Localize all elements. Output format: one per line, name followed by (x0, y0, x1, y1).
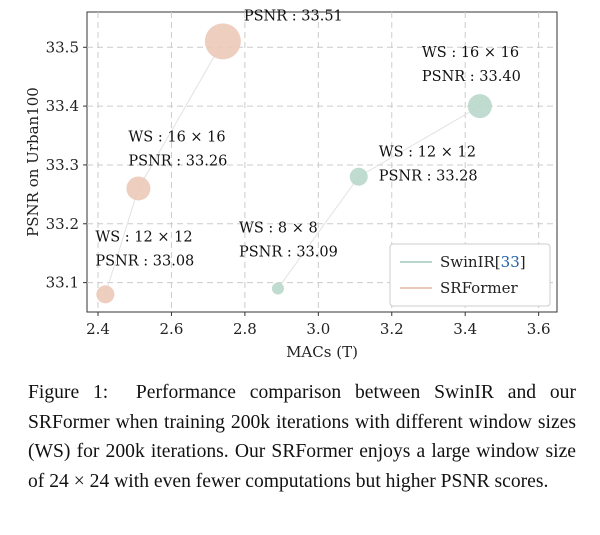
data-point (349, 167, 368, 186)
point-annotation-psnr: PSNR : 33.08 (95, 253, 194, 269)
legend-entry: SRFormer (440, 279, 518, 297)
caption-text: Performance comparison between SwinIR an… (28, 382, 577, 492)
point-annotation-ws: WS : 16 × 16 (128, 129, 225, 145)
x-tick-label: 3.2 (380, 320, 404, 338)
x-tick-label: 3.0 (306, 320, 330, 338)
data-point (96, 285, 115, 304)
point-annotation-ws: WS : 12 × 12 (95, 229, 192, 245)
point-annotation-ws: WS : 16 × 16 (422, 45, 519, 61)
x-tick-label: 3.4 (453, 320, 477, 338)
y-tick-label: 33.2 (46, 215, 79, 233)
x-tick-label: 2.8 (233, 320, 257, 338)
legend-box (389, 243, 551, 307)
x-tick-label: 2.6 (160, 320, 184, 338)
x-axis-label: MACs (T) (286, 343, 358, 361)
point-annotation-psnr: PSNR : 33.40 (422, 69, 521, 85)
chart-figure: 2.4 2.6 2.8 3.0 3.2 3.4 3.6 33.1 33.2 33.3 33.4 33.… (24, 0, 558, 361)
y-tick-label: 33.1 (46, 274, 79, 292)
data-point (126, 176, 151, 201)
data-point (467, 94, 492, 119)
figure-caption: Figure 1: Performance comparison between… (28, 378, 576, 496)
x-tick-label: 3.6 (527, 320, 551, 338)
point-annotation-psnr: PSNR : 33.09 (239, 244, 338, 260)
x-tick-label: 2.4 (86, 320, 110, 338)
scatter-chart: 2.4 2.6 2.8 3.0 3.2 3.4 3.6 33.1 33.2 33.3 33.4 33.… (24, 0, 558, 361)
data-point (204, 23, 241, 60)
data-point (271, 282, 284, 295)
point-annotation-psnr: PSNR : 33.26 (128, 153, 227, 169)
y-tick-label: 33.4 (46, 97, 79, 115)
point-annotation-psnr: PSNR : 33.51 (244, 8, 343, 24)
y-axis-label: PSNR on Urban100 (24, 87, 42, 237)
point-annotation-ws: WS : 8 × 8 (239, 220, 318, 236)
point-annotation-psnr: PSNR : 33.28 (379, 169, 478, 185)
legend-entry: SwinIR[33] (440, 253, 526, 271)
y-tick-label: 33.5 (46, 38, 79, 56)
y-tick-label: 33.3 (46, 156, 79, 174)
caption-prefix: Figure 1: (28, 382, 109, 403)
point-annotation-ws: WS : 12 × 12 (379, 145, 476, 161)
